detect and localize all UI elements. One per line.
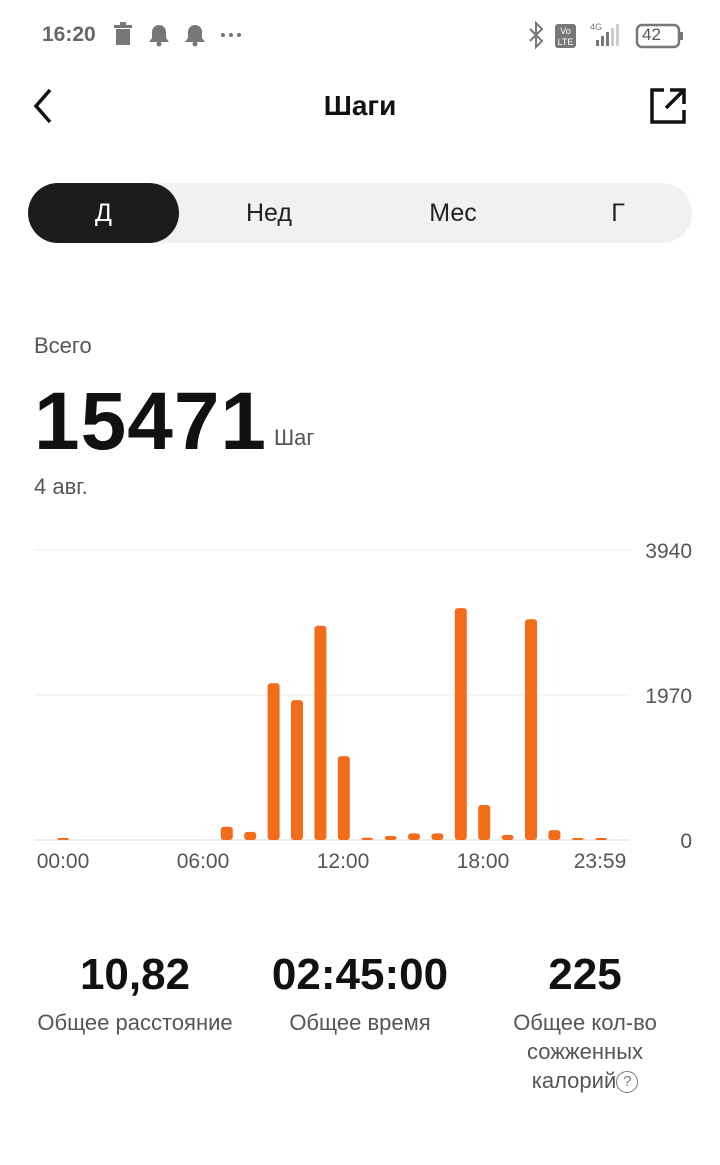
- bar: [361, 837, 374, 840]
- bar: [291, 700, 303, 840]
- stat-label: Общее кол-во сожженных калорий?: [465, 1008, 705, 1095]
- date-label: 4 авг.: [34, 474, 88, 499]
- steps-chart: 3940 1970 0 00:00 06:00 12:00 18:00 23:59: [34, 540, 692, 873]
- svg-text:LTE: LTE: [558, 37, 574, 47]
- bell-icon: [185, 25, 205, 47]
- bar: [408, 833, 420, 840]
- bar: [267, 683, 280, 840]
- bar: [548, 830, 561, 840]
- total-label: Всего: [34, 333, 92, 358]
- steps-unit: Шаг: [274, 425, 315, 450]
- bar: [595, 838, 608, 840]
- page-title: Шаги: [323, 90, 397, 121]
- bar: [314, 625, 327, 840]
- stat-value: 02:45:00: [271, 950, 449, 999]
- y-tick-label: 0: [680, 830, 692, 853]
- tab-week[interactable]: Нед: [246, 199, 292, 227]
- battery-icon: [635, 23, 681, 49]
- chevron-left-icon: [33, 88, 52, 124]
- bar: [384, 835, 397, 840]
- status-bar: 16:20 Vo LTE 4G 42: [0, 20, 720, 50]
- x-tick-label: 23:59: [574, 850, 627, 873]
- share-external-icon: [650, 88, 686, 124]
- trash-icon: [114, 22, 132, 45]
- bar: [57, 838, 69, 840]
- bar: [337, 756, 350, 840]
- question-circle-icon[interactable]: ?: [616, 1071, 639, 1093]
- share-button[interactable]: [648, 86, 688, 126]
- y-tick-label: 3940: [645, 540, 692, 563]
- total-steps: 15471: [34, 376, 268, 467]
- bar: [431, 833, 444, 840]
- stat-calories: 225 Общее кол-во сожженных калорий?: [465, 950, 705, 1095]
- bell-icon: [149, 25, 169, 47]
- x-tick-label: 18:00: [457, 850, 510, 873]
- bar: [525, 619, 537, 840]
- signal-4g-icon: [596, 24, 619, 46]
- stat-label-text: Общее кол-во сожженных калорий: [513, 1010, 657, 1093]
- bar: [220, 826, 233, 840]
- bar: [454, 608, 467, 840]
- bar: [571, 838, 584, 840]
- tab-day[interactable]: Д: [28, 183, 179, 243]
- bar: [244, 831, 257, 840]
- system-icons: Vo LTE 4G: [529, 20, 683, 50]
- bar: [501, 834, 514, 840]
- stat-distance: 10,82 Общее расстояние: [15, 950, 255, 1037]
- svg-text:Vo: Vo: [560, 26, 571, 36]
- stat-label: Общее расстояние: [37, 1010, 233, 1035]
- tab-year[interactable]: Г: [611, 199, 625, 227]
- back-button[interactable]: [30, 86, 60, 126]
- tab-month[interactable]: Мес: [429, 199, 477, 227]
- x-tick-label: 06:00: [177, 850, 230, 873]
- bar: [478, 805, 491, 840]
- x-tick-label: 00:00: [37, 850, 90, 873]
- more-icon: [221, 33, 241, 37]
- bluetooth-icon: [529, 20, 544, 50]
- x-tick-label: 12:00: [317, 850, 370, 873]
- stat-value: 225: [548, 950, 622, 999]
- battery-level: 42: [642, 25, 661, 44]
- volte-icon: [555, 24, 576, 48]
- notification-icons: [114, 22, 241, 47]
- stat-value: 10,82: [79, 950, 191, 999]
- period-tabs: Д Нед Мес Г: [28, 183, 692, 243]
- stat-time: 02:45:00 Общее время: [240, 950, 480, 1037]
- stat-label: Общее время: [289, 1010, 431, 1035]
- y-tick-label: 1970: [645, 685, 692, 708]
- status-time: 16:20: [42, 23, 96, 46]
- svg-text:4G: 4G: [590, 22, 602, 32]
